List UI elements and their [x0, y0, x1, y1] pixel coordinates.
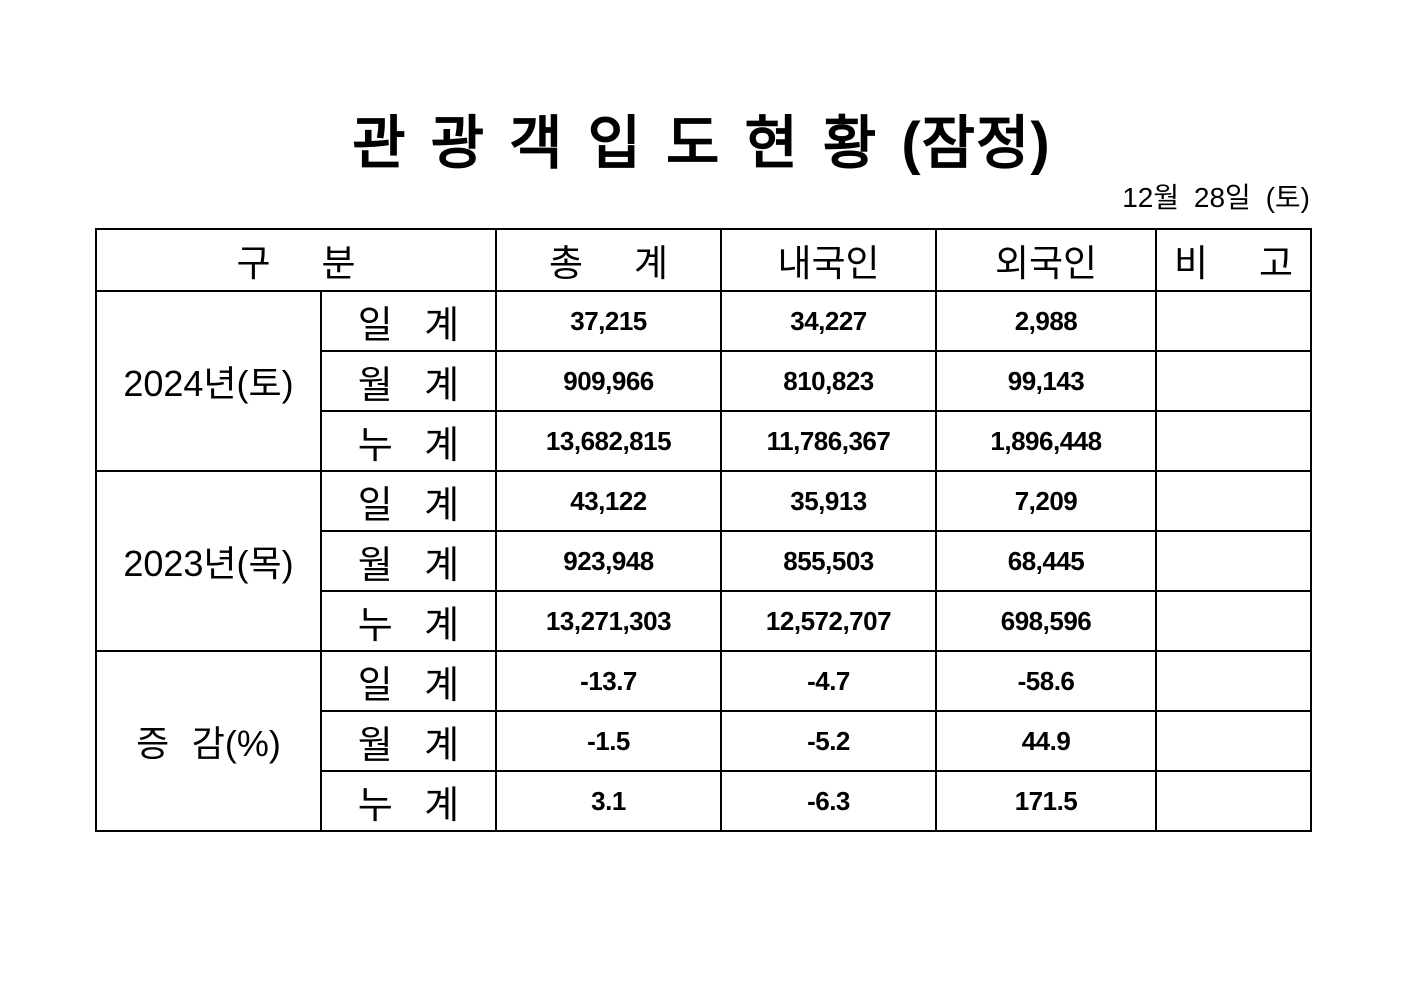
domestic-value: -5.2: [720, 710, 937, 772]
page-title: 관 광 객 입 도 현 황 (잠정): [352, 111, 1051, 176]
total-value: -1.5: [495, 710, 722, 772]
foreign-value: 2,988: [935, 290, 1157, 352]
total-value: 13,271,303: [495, 590, 722, 652]
row-type-label: 일 계: [320, 650, 497, 712]
row-type-label: 월 계: [320, 350, 497, 412]
domestic-value: -6.3: [720, 770, 937, 832]
header-foreign: 외국인: [935, 228, 1157, 292]
foreign-value: 99,143: [935, 350, 1157, 412]
row-type-label: 일 계: [320, 470, 497, 532]
row-type-label: 누 계: [320, 410, 497, 472]
group-label-2024: 2024년(토): [95, 290, 322, 472]
remarks-cell: [1155, 770, 1312, 832]
remarks-cell: [1155, 530, 1312, 592]
foreign-value: -58.6: [935, 650, 1157, 712]
remarks-cell: [1155, 590, 1312, 652]
table-row: 2024년(토) 일 계 37,215 34,227 2,988: [95, 290, 1312, 472]
domestic-value: 855,503: [720, 530, 937, 592]
domestic-value: 810,823: [720, 350, 937, 412]
remarks-cell: [1155, 710, 1312, 772]
foreign-value: 1,896,448: [935, 410, 1157, 472]
table-row: 월 계 923,948 855,503 68,445: [96, 530, 1312, 592]
total-value: 909,966: [495, 350, 722, 412]
foreign-value: 698,596: [935, 590, 1157, 652]
foreign-value: 68,445: [935, 530, 1157, 592]
total-value: 43,122: [495, 470, 722, 532]
row-type-label: 월 계: [320, 710, 497, 772]
domestic-value: 34,227: [720, 290, 937, 352]
table-row: 2023년(목) 일 계 43,122 35,913 7,209: [95, 470, 1312, 652]
remarks-cell: [1155, 650, 1312, 712]
total-value: 13,682,815: [495, 410, 722, 472]
remarks-cell: [1155, 410, 1312, 472]
group-label-2023: 2023년(목): [95, 470, 322, 652]
total-value: -13.7: [495, 650, 722, 712]
header-domestic: 내국인: [720, 228, 937, 292]
report-date: 12월 28일 (토): [1122, 182, 1310, 213]
header-category: 구 분: [95, 228, 497, 292]
row-type-label: 누 계: [320, 770, 497, 832]
table-header-row: 구 분 총 계 내국인 외국인 비 고: [95, 228, 1312, 292]
row-type-label: 일 계: [320, 290, 497, 352]
group-label-change: 증 감(%): [95, 650, 322, 832]
table-row: 누 계 13,271,303 12,572,707 698,596: [96, 590, 1312, 652]
foreign-value: 7,209: [935, 470, 1157, 532]
table-row: 누 계 13,682,815 11,786,367 1,896,448: [96, 410, 1312, 472]
foreign-value: 44.9: [935, 710, 1157, 772]
table-row: 누 계 3.1 -6.3 171.5: [96, 770, 1312, 832]
remarks-cell: [1155, 350, 1312, 412]
remarks-cell: [1155, 290, 1312, 352]
row-type-label: 누 계: [320, 590, 497, 652]
header-remarks: 비 고: [1155, 228, 1312, 292]
table-row: 월 계 -1.5 -5.2 44.9: [96, 710, 1312, 772]
header-total: 총 계: [495, 228, 722, 292]
row-type-label: 월 계: [320, 530, 497, 592]
domestic-value: 35,913: [720, 470, 937, 532]
foreign-value: 171.5: [935, 770, 1157, 832]
total-value: 923,948: [495, 530, 722, 592]
domestic-value: 11,786,367: [720, 410, 937, 472]
table-row: 월 계 909,966 810,823 99,143: [96, 350, 1312, 412]
domestic-value: 12,572,707: [720, 590, 937, 652]
total-value: 3.1: [495, 770, 722, 832]
tourist-arrival-table: 구 분 총 계 내국인 외국인 비 고 2024년(토) 일 계 37,215 …: [95, 228, 1312, 832]
table-row: 증 감(%) 일 계 -13.7 -4.7 -58.6: [95, 650, 1312, 832]
domestic-value: -4.7: [720, 650, 937, 712]
total-value: 37,215: [495, 290, 722, 352]
remarks-cell: [1155, 470, 1312, 532]
